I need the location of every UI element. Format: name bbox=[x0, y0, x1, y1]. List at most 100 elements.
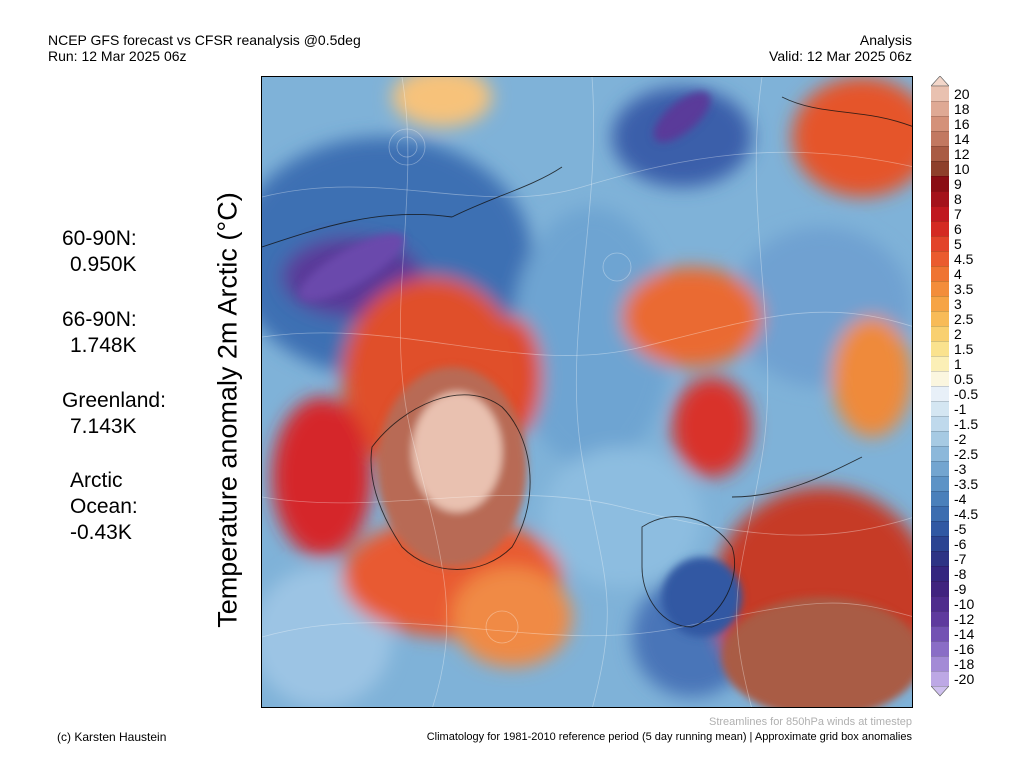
colorbar-tick-label: -20 bbox=[954, 671, 975, 687]
colorbar-tick-label: 20 bbox=[954, 86, 970, 102]
colorbar-tick-label: 6 bbox=[954, 221, 962, 237]
streamlines-note: Streamlines for 850hPa winds at timestep bbox=[709, 716, 912, 728]
colorbar-swatch bbox=[931, 491, 949, 506]
colorbar-bottom-arrow bbox=[931, 686, 949, 697]
colorbar-tick-label: 16 bbox=[954, 116, 970, 132]
vertical-title: Temperature anomaly 2m Arctic (°C) bbox=[212, 192, 243, 628]
colorbar-swatch bbox=[931, 416, 949, 431]
colorbar-tick-label: 10 bbox=[954, 161, 970, 177]
colorbar-tick-label: -4 bbox=[954, 491, 967, 507]
colorbar-tick-label: 1 bbox=[954, 356, 962, 372]
colorbar-tick-label: -0.5 bbox=[954, 386, 979, 402]
colorbar-swatch bbox=[931, 86, 949, 101]
colorbar-tick-label: -5 bbox=[954, 521, 967, 537]
colorbar-tick-label: -9 bbox=[954, 581, 967, 597]
colorbar-swatch bbox=[931, 551, 949, 566]
colorbar-tick-label: 3.5 bbox=[954, 281, 974, 297]
colorbar-tick-label: -2 bbox=[954, 431, 967, 447]
colorbar-tick-label: -16 bbox=[954, 641, 975, 657]
colorbar-swatch bbox=[931, 116, 949, 131]
stat-value-66-90n: 1.748K bbox=[70, 334, 137, 357]
colorbar-swatch bbox=[931, 236, 949, 251]
analysis-label: Analysis bbox=[859, 32, 912, 48]
anomaly-map-canvas bbox=[262, 77, 912, 707]
colorbar-swatch bbox=[931, 266, 949, 281]
colorbar-swatch bbox=[931, 341, 949, 356]
colorbar-swatch bbox=[931, 656, 949, 671]
colorbar-swatch bbox=[931, 356, 949, 371]
colorbar-tick-label: -7 bbox=[954, 551, 967, 567]
colorbar-swatch bbox=[931, 521, 949, 536]
colorbar-swatch bbox=[931, 506, 949, 521]
colorbar-tick-label: 9 bbox=[954, 176, 962, 192]
colorbar-swatch bbox=[931, 161, 949, 176]
colorbar-tick-label: -6 bbox=[954, 536, 967, 552]
stat-region-ocean: Ocean: bbox=[70, 495, 138, 518]
colorbar-tick-label: 14 bbox=[954, 131, 970, 147]
colorbar-swatch bbox=[931, 536, 949, 551]
colorbar-swatch bbox=[931, 476, 949, 491]
climatology-note: Climatology for 1981-2010 reference peri… bbox=[426, 731, 912, 743]
colorbar-swatch bbox=[931, 221, 949, 236]
stat-value-60-90n: 0.950K bbox=[70, 253, 137, 276]
stat-region-arctic: Arctic bbox=[70, 469, 123, 492]
colorbar-tick-label: -2.5 bbox=[954, 446, 979, 462]
colorbar-swatch bbox=[931, 191, 949, 206]
colorbar-tick-label: -4.5 bbox=[954, 506, 979, 522]
colorbar-swatch bbox=[931, 296, 949, 311]
colorbar-tick-label: 3 bbox=[954, 296, 962, 312]
colorbar-tick-label: -3.5 bbox=[954, 476, 979, 492]
colorbar-tick-label: 18 bbox=[954, 101, 970, 117]
chart-title: NCEP GFS forecast vs CFSR reanalysis @0.… bbox=[48, 32, 361, 48]
colorbar-tick-label: 0.5 bbox=[954, 371, 974, 387]
colorbar-swatch bbox=[931, 401, 949, 416]
colorbar-tick-label: 4 bbox=[954, 266, 962, 282]
colorbar-tick-label: 4.5 bbox=[954, 251, 974, 267]
colorbar-swatch bbox=[931, 626, 949, 641]
colorbar-swatch bbox=[931, 596, 949, 611]
colorbar-tick-label: -1.5 bbox=[954, 416, 979, 432]
colorbar-swatch bbox=[931, 311, 949, 326]
colorbar-swatch bbox=[931, 371, 949, 386]
colorbar-swatch bbox=[931, 671, 949, 686]
colorbar-tick-label: 12 bbox=[954, 146, 970, 162]
colorbar-swatch bbox=[931, 206, 949, 221]
valid-time: Valid: 12 Mar 2025 06z bbox=[769, 48, 912, 64]
colorbar-tick-label: 7 bbox=[954, 206, 962, 222]
colorbar-tick-label: 1.5 bbox=[954, 341, 974, 357]
stat-region-60-90n: 60-90N: bbox=[62, 227, 137, 250]
stat-region-greenland: Greenland: bbox=[62, 389, 166, 412]
colorbar-swatch bbox=[931, 146, 949, 161]
colorbar-tick-label: -18 bbox=[954, 656, 975, 672]
stat-value-arctic-ocean: -0.43K bbox=[70, 521, 132, 544]
colorbar-tick-label: 2.5 bbox=[954, 311, 974, 327]
colorbar-swatch bbox=[931, 251, 949, 266]
anomaly-map bbox=[261, 76, 913, 708]
stat-value-greenland: 7.143K bbox=[70, 415, 137, 438]
colorbar-swatch bbox=[931, 581, 949, 596]
colorbar-swatch bbox=[931, 101, 949, 116]
colorbar-swatch bbox=[931, 386, 949, 401]
colorbar-swatch bbox=[931, 611, 949, 626]
colorbar-tick-label: -10 bbox=[954, 596, 975, 612]
run-time: Run: 12 Mar 2025 06z bbox=[48, 48, 187, 64]
colorbar-tick-label: -1 bbox=[954, 401, 967, 417]
colorbar-swatch bbox=[931, 131, 949, 146]
colorbar-swatch bbox=[931, 566, 949, 581]
colorbar-swatch bbox=[931, 461, 949, 476]
credit-text: (c) Karsten Haustein bbox=[57, 730, 167, 744]
colorbar-tick-label: 8 bbox=[954, 191, 962, 207]
colorbar-swatch bbox=[931, 641, 949, 656]
colorbar-swatch bbox=[931, 431, 949, 446]
colorbar-tick-label: -14 bbox=[954, 626, 975, 642]
stat-region-66-90n: 66-90N: bbox=[62, 308, 137, 331]
colorbar-tick-label: -3 bbox=[954, 461, 967, 477]
colorbar-swatch bbox=[931, 281, 949, 296]
colorbar-swatch bbox=[931, 446, 949, 461]
colorbar-tick-label: 5 bbox=[954, 236, 962, 252]
colorbar-tick-label: -8 bbox=[954, 566, 967, 582]
colorbar-swatch bbox=[931, 326, 949, 341]
colorbar-tick-label: -12 bbox=[954, 611, 975, 627]
colorbar-tick-label: 2 bbox=[954, 326, 962, 342]
colorbar-swatch bbox=[931, 176, 949, 191]
